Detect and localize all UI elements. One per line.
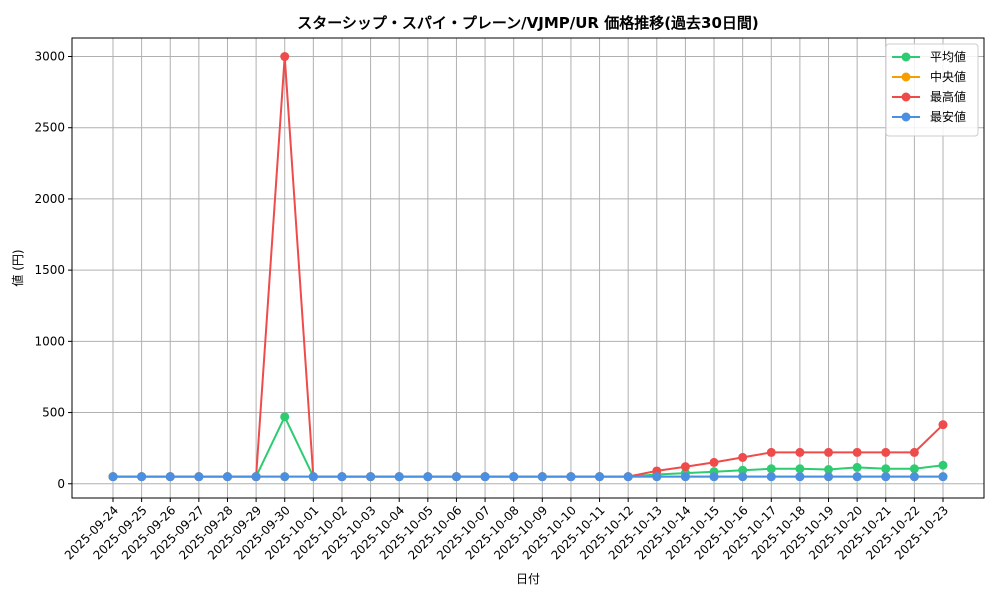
data-point [852,447,862,457]
y-tick-label: 500 [42,406,65,420]
y-tick-label: 2000 [34,192,65,206]
data-point [938,420,948,430]
legend-box [885,43,979,137]
data-point [881,447,891,457]
legend-label: 中央値 [930,69,966,84]
data-point [280,412,290,422]
data-point [824,447,834,457]
data-point [308,472,318,482]
data-point [165,472,175,482]
data-point [938,460,948,470]
data-point [795,447,805,457]
data-point [766,447,776,457]
data-point [394,472,404,482]
data-point [766,464,776,474]
data-point [652,472,662,482]
data-point [366,472,376,482]
y-tick-label: 3000 [34,50,65,64]
data-point [194,472,204,482]
data-point [766,472,776,482]
data-point [738,472,748,482]
data-point [480,472,490,482]
series-4 [108,472,948,482]
data-point [566,472,576,482]
data-point [251,472,261,482]
series-line [113,55,944,478]
data-point [909,447,919,457]
data-point [423,472,433,482]
y-tick-label: 2500 [34,121,65,135]
data-point [108,472,118,482]
series-line [113,415,944,478]
x-axis-label: 日付 [516,572,540,586]
legend-swatch-marker [901,72,911,82]
data-point [280,472,290,482]
data-point [909,472,919,482]
data-point [222,472,232,482]
y-tick-label: 1000 [34,334,65,348]
legend-item: 中央値 [892,69,966,84]
plot-frame [71,37,985,499]
data-point [881,472,891,482]
legend-swatch-marker [901,112,911,122]
chart-title: スターシップ・スパイ・プレーン/VJMP/UR 価格推移(過去30日間) [297,14,759,32]
data-point [680,472,690,482]
series-1 [108,412,948,482]
series-3 [108,52,948,482]
data-point [595,472,605,482]
data-point [509,472,519,482]
legend-item: 最安値 [892,109,966,124]
data-point [280,52,290,62]
legend-item: 最高値 [892,89,966,104]
data-point [881,464,891,474]
data-point [451,472,461,482]
data-point [337,472,347,482]
data-point [795,464,805,474]
legend-swatch-marker [901,92,911,102]
data-point [537,472,547,482]
data-point [824,472,834,482]
data-point [709,457,719,467]
y-axis: 0 500 1000 1500 2000 2500 3000 [34,50,72,491]
data-point [852,472,862,482]
grid [72,38,984,498]
legend-label: 最高値 [930,89,966,104]
data-point [738,465,748,475]
data-point [795,472,805,482]
data-point [137,472,147,482]
legend-swatch-marker [901,52,911,62]
legend-label: 最安値 [930,109,966,124]
legend-label: 平均値 [930,49,966,64]
data-point [680,462,690,472]
data-point [738,452,748,462]
data-point [909,464,919,474]
y-axis-label: 値 (円) [10,249,25,286]
data-point [709,472,719,482]
x-axis: 2025-09-242025-09-252025-09-262025-09-27… [62,498,951,562]
data-point [824,465,834,475]
data-point [938,472,948,482]
series-layer [108,52,948,482]
y-tick-label: 1500 [34,263,65,277]
data-point [623,472,633,482]
data-point [852,462,862,472]
y-tick-label: 0 [57,477,65,491]
legend-item: 平均値 [892,49,966,64]
